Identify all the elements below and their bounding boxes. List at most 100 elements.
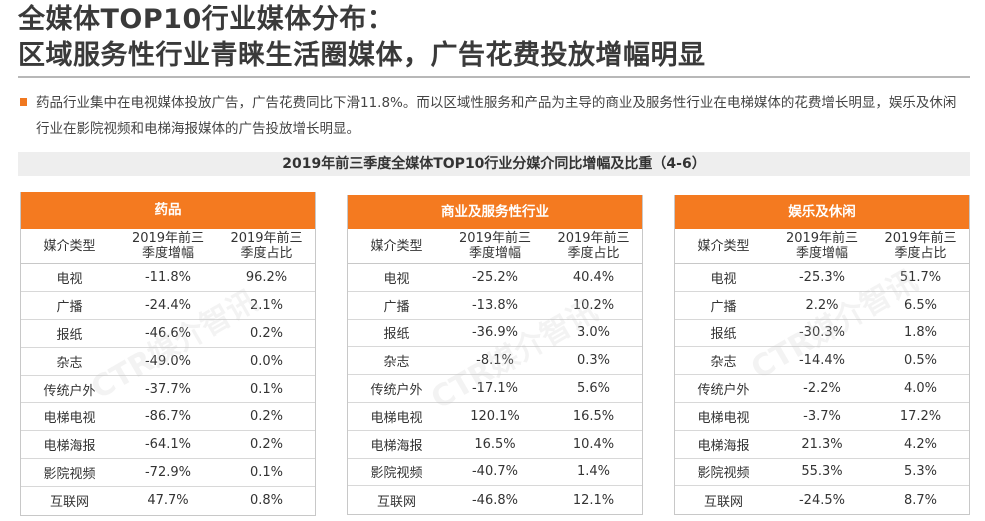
media-type-cell: 电梯电视	[348, 402, 446, 431]
media-type-cell: 报纸	[675, 319, 773, 348]
table-row: 影院视频 55.3% 5.3%	[675, 458, 969, 487]
media-type-cell: 电视	[21, 263, 119, 292]
media-type-cell: 电梯海报	[21, 430, 119, 460]
page-title: 全媒体TOP10行业媒体分布： 区域服务性行业青睐生活圈媒体，广告花费投放增幅明…	[18, 2, 968, 74]
growth-cell: -11.8%	[118, 263, 218, 292]
growth-cell: 2.2%	[772, 291, 872, 320]
data-table: 媒介类型 2019年前三 季度增幅 2019年前三 季度占比 电视 -25.2% 40.…	[348, 229, 642, 514]
share-cell: 5.6%	[544, 374, 642, 403]
growth-cell: -86.7%	[118, 402, 218, 432]
growth-cell: -64.1%	[118, 430, 218, 460]
growth-cell: 120.1%	[445, 402, 545, 431]
panel-commercial-services: 商业及服务性行业 媒介类型 2019年前三 季度增幅 2019年前三 季度占比 电视…	[347, 195, 643, 515]
growth-cell: 47.7%	[147, 493, 189, 509]
share-cell: 4.2%	[871, 430, 969, 459]
table-caption: 2019年前三季度全媒体TOP10行业分媒介同比增幅及比重（4-6）	[282, 156, 706, 172]
share-cell: 10.4%	[544, 430, 642, 459]
table-row: 报纸 -36.9% 3.0%	[348, 319, 642, 348]
table-row: 互联网 47.7% 0.8%	[21, 487, 315, 515]
growth-cell: -2.2%	[772, 374, 872, 403]
media-type-cell: 杂志	[348, 346, 446, 376]
col-share: 2019年前三 季度占比	[871, 229, 969, 264]
table-row: 电梯电视 -3.7% 17.2%	[675, 402, 969, 431]
share-cell: 12.1%	[572, 492, 615, 508]
table-row: 电梯电视 120.1% 16.5%	[348, 402, 642, 431]
growth-cell: -25.3%	[772, 263, 872, 292]
summary-text: 药品行业集中在电视媒体投放广告，广告花费同比下滑11.8%。而以区域性服务和产品…	[36, 95, 957, 137]
media-type-cell: 杂志	[21, 347, 119, 376]
panel-pharma: 药品 媒介类型 2019年前三 季度增幅 2019年前三 季度占比 电视 -11.8%…	[20, 192, 316, 516]
panel-entertainment: 娱乐及休闲 媒介类型 2019年前三 季度增幅 2019年前三 季度占比 电视 -25…	[674, 195, 970, 515]
share-cell: 0.2%	[217, 402, 315, 432]
media-type-cell: 影院视频	[348, 458, 446, 487]
share-cell: 10.2%	[544, 291, 642, 320]
growth-cell: -24.4%	[118, 291, 218, 320]
growth-cell: -17.1%	[445, 374, 545, 403]
table-row: 互联网 -24.5% 8.7%	[675, 486, 969, 514]
media-type-cell: 互联网	[50, 495, 90, 511]
table-row: 报纸 -46.6% 0.2%	[21, 319, 315, 348]
share-cell: 5.3%	[871, 458, 969, 487]
media-type-cell: 互联网	[377, 494, 417, 510]
col-share: 2019年前三 季度占比	[544, 229, 642, 264]
growth-cell: -3.7%	[772, 402, 872, 431]
share-cell: 0.1%	[217, 375, 315, 404]
share-cell: 6.5%	[871, 291, 969, 320]
table-row: 传统户外 -2.2% 4.0%	[675, 374, 969, 403]
media-type-cell: 电梯海报	[348, 430, 446, 459]
table-row: 传统户外 -37.7% 0.1%	[21, 375, 315, 404]
media-type-cell: 电梯海报	[675, 430, 773, 459]
col-media-type: 媒介类型	[21, 229, 119, 264]
growth-cell: 55.3%	[772, 458, 872, 487]
growth-cell: -46.6%	[118, 319, 218, 348]
share-cell: 0.1%	[217, 458, 315, 488]
share-cell: 0.3%	[544, 346, 642, 376]
share-cell: 16.5%	[544, 402, 642, 431]
table-row: 互联网 -46.8% 12.1%	[348, 486, 642, 514]
growth-cell: -25.2%	[445, 263, 545, 292]
table-header-row: 媒介类型 2019年前三 季度增幅 2019年前三 季度占比	[348, 229, 642, 264]
panel-header: 商业及服务性行业	[348, 195, 642, 229]
share-cell: 51.7%	[871, 263, 969, 292]
table-row: 杂志 -8.1% 0.3%	[348, 346, 642, 376]
table-caption-bar: 2019年前三季度全媒体TOP10行业分媒介同比增幅及比重（4-6）	[18, 152, 970, 176]
table-row: 传统户外 -17.1% 5.6%	[348, 374, 642, 403]
growth-cell: -46.8%	[471, 492, 518, 508]
share-cell: 3.0%	[544, 319, 642, 348]
media-type-cell: 电视	[348, 263, 446, 292]
table-row: 电梯海报 16.5% 10.4%	[348, 430, 642, 459]
media-type-cell: 影院视频	[21, 458, 119, 488]
table-row: 杂志 -14.4% 0.5%	[675, 346, 969, 376]
table-row: 广播 2.2% 6.5%	[675, 291, 969, 320]
media-type-cell: 杂志	[675, 346, 773, 376]
share-cell: 1.8%	[871, 319, 969, 348]
share-cell: 0.2%	[217, 319, 315, 348]
summary-block: 药品行业集中在电视媒体投放广告，广告花费同比下滑11.8%。而以区域性服务和产品…	[18, 90, 968, 142]
share-cell: 0.0%	[217, 347, 315, 376]
share-cell: 1.4%	[544, 458, 642, 487]
growth-cell: -24.5%	[798, 492, 845, 508]
table-row: 电梯电视 -86.7% 0.2%	[21, 402, 315, 432]
table-header-row: 媒介类型 2019年前三 季度增幅 2019年前三 季度占比	[21, 229, 315, 264]
share-cell: 2.1%	[217, 291, 315, 320]
table-row: 影院视频 -40.7% 1.4%	[348, 458, 642, 487]
media-type-cell: 广播	[675, 291, 773, 320]
table-row: 杂志 -49.0% 0.0%	[21, 347, 315, 376]
table-row: 影院视频 -72.9% 0.1%	[21, 458, 315, 488]
media-type-cell: 广播	[21, 291, 119, 320]
panel-header: 药品	[21, 192, 315, 229]
col-growth: 2019年前三 季度增幅	[772, 229, 872, 264]
table-row: 电视 -25.3% 51.7%	[675, 263, 969, 292]
growth-cell: 21.3%	[772, 430, 872, 459]
table-row: 广播 -24.4% 2.1%	[21, 291, 315, 320]
media-type-cell: 传统户外	[348, 374, 446, 403]
table-row: 电视 -25.2% 40.4%	[348, 263, 642, 292]
media-type-cell: 报纸	[21, 319, 119, 348]
panel-header: 娱乐及休闲	[675, 195, 969, 229]
title-divider	[18, 76, 970, 78]
share-cell: 0.2%	[217, 430, 315, 460]
share-cell: 0.5%	[871, 346, 969, 376]
share-cell: 40.4%	[544, 263, 642, 292]
table-row: 电梯海报 21.3% 4.2%	[675, 430, 969, 459]
table-row: 报纸 -30.3% 1.8%	[675, 319, 969, 348]
